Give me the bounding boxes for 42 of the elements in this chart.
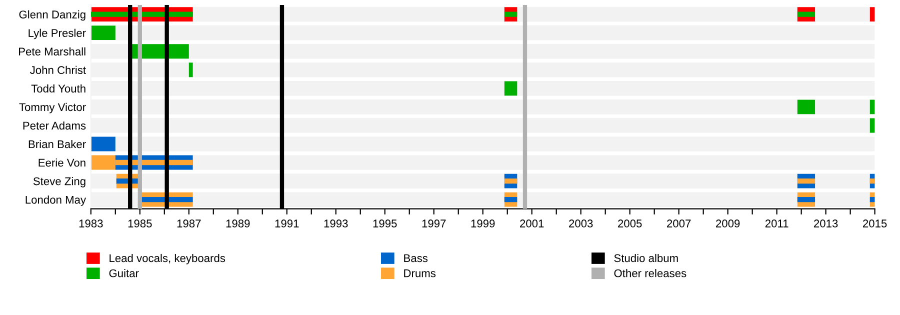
x-tick-label: 1995 — [373, 220, 397, 228]
y-tick-label: Glenn Danzig — [19, 10, 86, 21]
x-tick-label: 1993 — [324, 220, 348, 228]
x-tick-label: 2005 — [618, 220, 642, 228]
y-tick-label: Eerie Von — [38, 158, 86, 167]
bar — [870, 118, 875, 133]
legend-label: Bass — [404, 254, 428, 262]
x-tick-label: 1987 — [177, 220, 201, 228]
x-tick-label: 2001 — [520, 220, 544, 228]
x-tick-label: 1999 — [471, 220, 495, 228]
y-tick-label: London May — [26, 196, 86, 206]
bar — [504, 178, 518, 184]
legend-label: Drums — [404, 269, 436, 278]
legend-label: Studio album — [614, 254, 678, 262]
x-tick-label: 2003 — [569, 220, 593, 228]
legend-label: Lead vocals, keyboards — [110, 254, 226, 264]
y-tick-label: Peter Adams — [23, 121, 86, 130]
bar — [188, 62, 193, 78]
x-tick-label: 2009 — [716, 220, 740, 228]
bar — [90, 136, 116, 152]
y-tick-label: Steve Zing — [33, 177, 86, 188]
y-tick-label: Tommy Victor — [19, 102, 86, 114]
y-tick-label: Brian Baker — [28, 140, 86, 148]
x-tick-label: 2011 — [765, 220, 788, 228]
legend-label: Other releases — [614, 269, 686, 278]
bar — [870, 7, 875, 22]
y-tick-label: Todd Youth — [31, 84, 86, 93]
y-tick-label: John Christ — [30, 66, 86, 74]
bar — [90, 26, 116, 40]
x-tick-label: 2013 — [814, 220, 838, 228]
y-tick-label: Lyle Presler — [28, 28, 86, 40]
x-tick-label: 2015 — [863, 220, 887, 228]
x-tick-label: 1991 — [275, 220, 299, 228]
x-tick-label: 2007 — [667, 220, 691, 228]
x-tick-label: 1997 — [422, 220, 446, 228]
y-tick-label: Pete Marshall — [19, 47, 86, 56]
x-tick-label: 1983 — [79, 220, 103, 228]
legend-label: Guitar — [109, 269, 139, 278]
x-tick-label: 1989 — [226, 220, 250, 228]
bar — [870, 100, 875, 114]
x-tick-label: 1985 — [128, 220, 152, 228]
bar — [797, 178, 816, 184]
